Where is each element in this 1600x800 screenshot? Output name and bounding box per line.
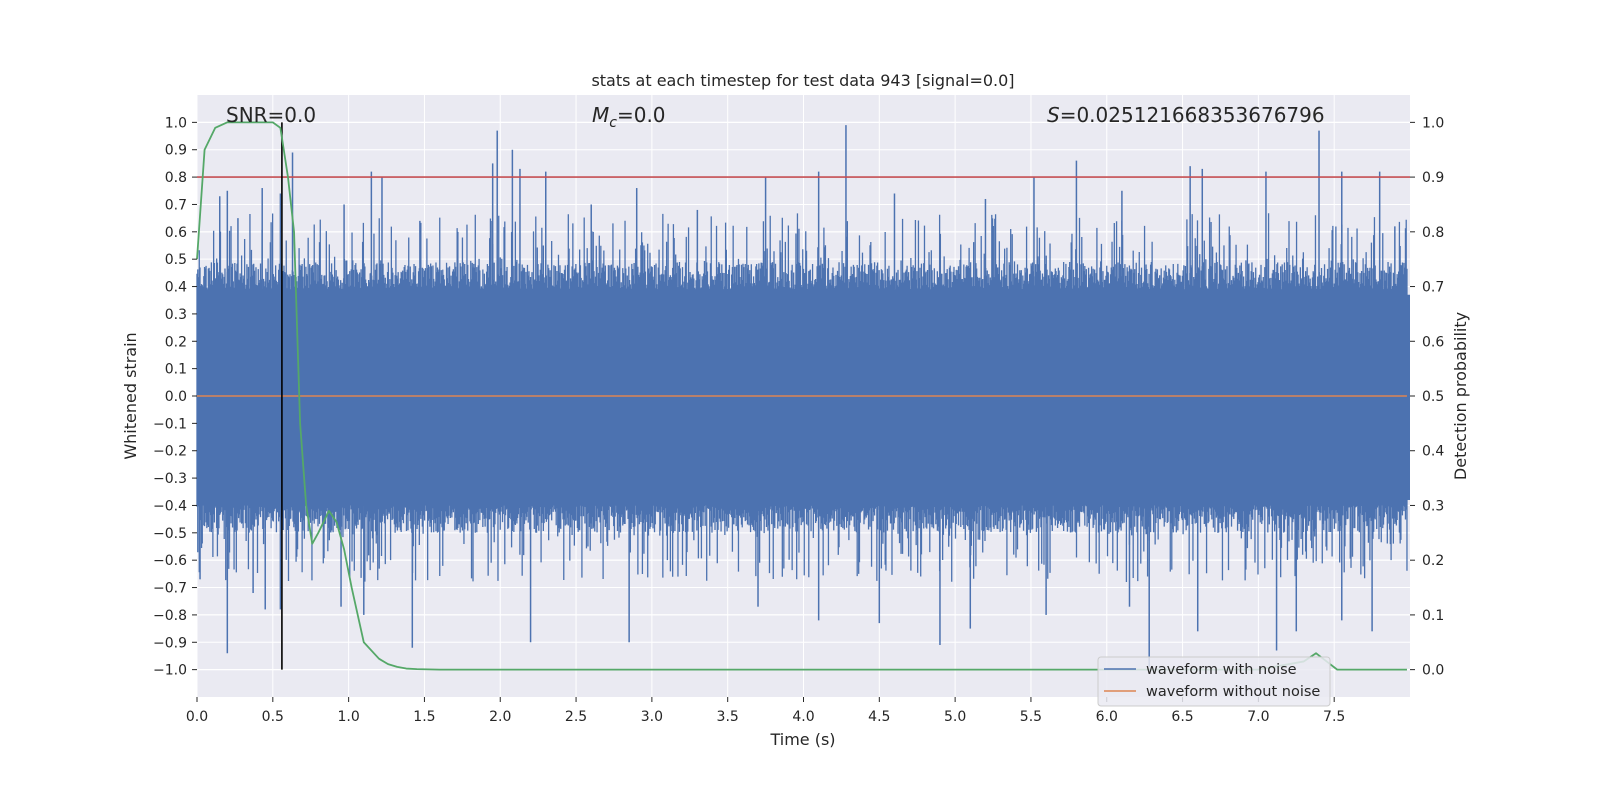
x-tick-label: 6.5 — [1171, 709, 1193, 725]
x-tick-label: 7.0 — [1247, 709, 1269, 725]
y-tick-label: 0.4 — [165, 280, 187, 296]
chirp-mass-value: =0.0 — [617, 103, 666, 127]
x-tick-label: 5.0 — [944, 709, 966, 725]
y-tick-label: −0.3 — [153, 471, 187, 487]
y-axis-label: Whitened strain — [121, 332, 140, 459]
y2-tick-label: 0.5 — [1422, 389, 1444, 405]
legend-box — [1097, 656, 1331, 707]
y-tick-label: 0.3 — [165, 307, 187, 323]
y2-tick-label: 0.8 — [1422, 225, 1444, 241]
x-tick-label: 0.5 — [262, 709, 284, 725]
y2-tick-label: 1.0 — [1422, 115, 1444, 131]
x-tick-label: 4.0 — [792, 709, 814, 725]
chirp-mass-subscript: c — [609, 115, 617, 131]
score-value: =0.025121668353676796 — [1060, 103, 1325, 127]
chirp-mass-symbol: M — [592, 103, 609, 127]
y-tick-label: 0.9 — [165, 143, 187, 159]
x-tick-label: 6.0 — [1096, 709, 1118, 725]
y-tick-label: 0.1 — [165, 362, 187, 378]
chart-title: stats at each timestep for test data 943… — [591, 71, 1014, 90]
y-tick-label: −0.2 — [153, 444, 187, 460]
score-symbol: S — [1047, 103, 1060, 127]
x-axis-label: Time (s) — [769, 730, 835, 749]
y-tick-label: 0.6 — [165, 225, 187, 241]
noisy-waveform-series — [196, 125, 1410, 667]
score-annotation: S=0.025121668353676796 — [1047, 103, 1325, 127]
y2-axis-label: Detection probability — [1451, 312, 1470, 480]
y-tick-label: −0.1 — [153, 416, 187, 432]
x-tick-label: 3.0 — [641, 709, 663, 725]
y-tick-label: 0.2 — [165, 334, 187, 350]
x-tick-label: 5.5 — [1020, 709, 1042, 725]
x-tick-label: 1.0 — [337, 709, 359, 725]
y-tick-label: −1.0 — [153, 663, 187, 679]
chirp-mass-annotation: Mc=0.0 — [592, 103, 666, 131]
legend-label-noisy: waveform with noise — [1146, 662, 1297, 678]
y2-tick-label: 0.7 — [1422, 280, 1444, 296]
y-tick-label: −0.8 — [153, 608, 187, 624]
x-tick-label: 0.0 — [186, 709, 208, 725]
y2-tick-label: 0.3 — [1422, 498, 1444, 514]
axes-group: 0.0 0.5 1.0 1.5 2.0 2.5 3.0 3.5 4.0 4.5 5.0 5.5 6.0 6… — [153, 115, 1444, 725]
y-tick-label: −0.6 — [153, 553, 187, 569]
x-tick-label: 7.5 — [1323, 709, 1345, 725]
x-tick-label: 2.5 — [565, 709, 587, 725]
y-tick-label: −0.7 — [153, 581, 187, 597]
noisy-waveform-core — [197, 294, 1410, 500]
y2-tick-label: 0.4 — [1422, 444, 1444, 460]
y2-tick-label: 0.0 — [1422, 663, 1444, 679]
legend: waveform with noise waveform without noi… — [1097, 656, 1331, 707]
legend-label-clean: waveform without noise — [1146, 684, 1320, 700]
x-tick-label: 4.5 — [868, 709, 890, 725]
y-tick-label: −0.5 — [153, 526, 187, 542]
y-tick-label: 0.7 — [165, 197, 187, 213]
y-tick-label: −0.9 — [153, 635, 187, 651]
y-tick-label: 0.8 — [165, 170, 187, 186]
y-tick-label: −0.4 — [153, 498, 187, 514]
x-tick-label: 1.5 — [413, 709, 435, 725]
y-tick-label: 0.5 — [165, 252, 187, 268]
x-tick-label: 2.0 — [489, 709, 511, 725]
snr-annotation: SNR=0.0 — [226, 103, 316, 127]
x-tick-label: 3.5 — [717, 709, 739, 725]
y2-tick-label: 0.2 — [1422, 553, 1444, 569]
y2-tick-label: 0.9 — [1422, 170, 1444, 186]
y-tick-label: 1.0 — [165, 115, 187, 131]
y2-tick-label: 0.1 — [1422, 608, 1444, 624]
y2-tick-label: 0.6 — [1422, 334, 1444, 350]
y-tick-label: 0.0 — [165, 389, 187, 405]
